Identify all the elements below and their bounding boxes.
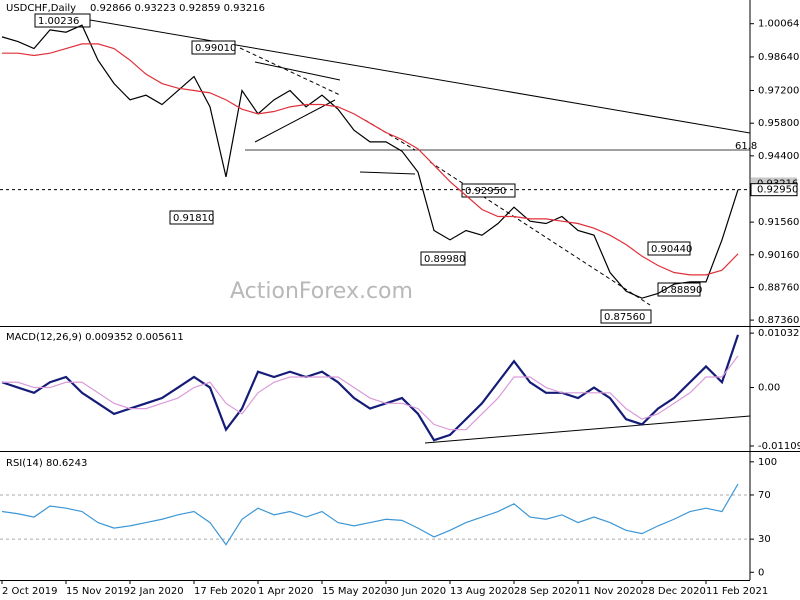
- fib-label: 61.8: [735, 141, 757, 152]
- x-tick-label: 1 Apr 2020: [258, 586, 313, 597]
- rsi-title: RSI(14) 80.6243: [6, 458, 87, 469]
- triangle-line: [254, 61, 341, 81]
- annotation: 0.91810: [173, 213, 214, 224]
- x-tick-label: 2 Oct 2019: [2, 586, 57, 597]
- y-tick-label: 0.97200: [758, 86, 799, 97]
- y-tick-label: 0.87360: [758, 315, 799, 326]
- watermark: ActionForex.com: [230, 279, 413, 304]
- x-tick-label: 2 Jan 2020: [130, 586, 184, 597]
- y-tick-label: 1.00064: [758, 19, 799, 30]
- x-tick-label: 11 Nov 2020: [578, 586, 642, 597]
- ohlc: 0.92866 0.93223 0.92859 0.93216: [90, 3, 265, 14]
- y-tick-label: 0.90160: [758, 250, 799, 261]
- y-tick-label: 0.88760: [758, 282, 799, 293]
- channel-line: [239, 47, 341, 96]
- y-tick-label: 0.00: [758, 383, 780, 394]
- y-tick-label: 0.95800: [758, 118, 799, 129]
- y-tick-label: 0.91560: [758, 217, 799, 228]
- annotation-box: [420, 251, 466, 266]
- annotation: 0.90440: [651, 244, 692, 255]
- macd-trend-line: [424, 415, 751, 444]
- price-tag-label: 0.92950: [757, 185, 798, 196]
- annotation: 0.88890: [661, 285, 702, 296]
- x-tick-label: 13 Aug 2020: [450, 586, 514, 597]
- annotations: 1.00236 0.99010 0.91810 0.92950 0.89980 0.875…: [34, 13, 702, 324]
- annotation-box: [169, 210, 214, 225]
- y-tick-label: 0.94400: [758, 151, 799, 162]
- series-line: [2, 355, 739, 431]
- x-tick-label: 15 Nov 2019: [66, 586, 130, 597]
- x-tick-label: 30 Jun 2020: [386, 586, 446, 597]
- annotation-box: [647, 241, 691, 256]
- annotation: 0.89980: [424, 254, 465, 265]
- annotation: 0.87560: [604, 312, 645, 323]
- x-tick-label: 11 Feb 2021: [706, 586, 768, 597]
- chart-title: USDCHF,Daily: [6, 3, 76, 14]
- x-tick-label: 17 Feb 2020: [194, 586, 256, 597]
- triangle-line: [254, 99, 336, 143]
- y-tick-label: 0.010326: [758, 328, 800, 339]
- x-tick-label: 28 Sep 2020: [514, 586, 577, 597]
- price-tag: [750, 183, 798, 197]
- annotation: 1.00236: [38, 16, 79, 27]
- series-line: [1, 483, 739, 546]
- series-line: [2, 43, 739, 276]
- macd-title: MACD(12,26,9) 0.009352 0.005611: [6, 332, 184, 343]
- annotation-box: [600, 309, 652, 324]
- y-tick-label: 0.98640: [758, 52, 799, 63]
- trend-line: [89, 19, 751, 134]
- y-tick-label: 100: [758, 457, 777, 468]
- annotation-box: [191, 40, 236, 55]
- annotation-box: [461, 183, 516, 198]
- annotation-box: [34, 13, 91, 28]
- y-tick-label: 70: [758, 490, 771, 501]
- x-tick-label: 15 May 2020: [322, 586, 387, 597]
- y-tick-label: -0.011097: [758, 441, 800, 452]
- annotation: 0.99010: [195, 43, 236, 54]
- channel-line: [359, 171, 416, 175]
- x-tick-label: 28 Dec 2020: [642, 586, 706, 597]
- y-tick-label: 30: [758, 534, 771, 545]
- y-tick-label: 0: [758, 567, 764, 578]
- annotation: 0.92950: [465, 186, 506, 197]
- series-line: [1, 334, 740, 442]
- series-line: [1, 24, 739, 299]
